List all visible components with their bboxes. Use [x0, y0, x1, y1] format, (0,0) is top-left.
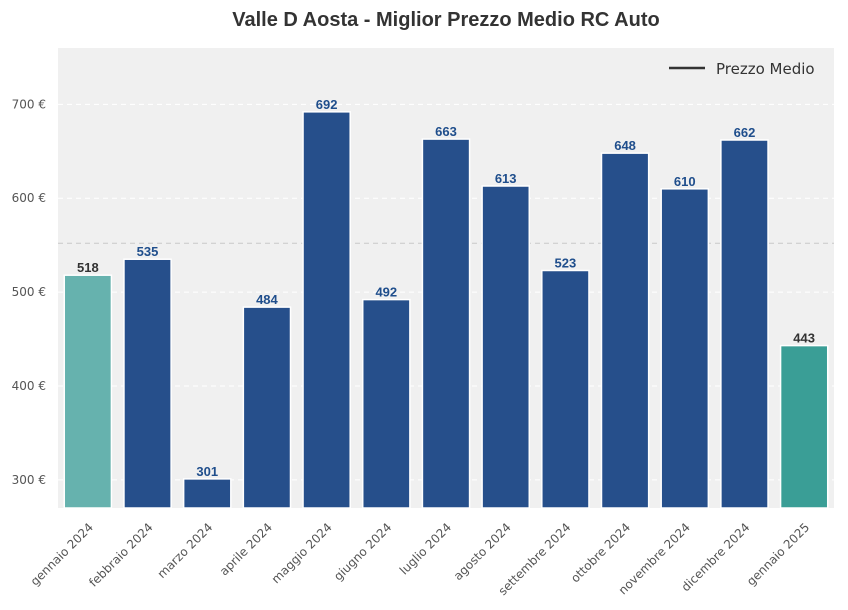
bar	[541, 269, 590, 509]
bar	[123, 258, 172, 509]
bar-value-label: 492	[375, 285, 397, 300]
y-tick-label: 500 €	[12, 285, 46, 299]
x-tick-label: maggio 2024	[269, 520, 335, 586]
y-axis: 300 € 400 € 500 € 600 € 700 €	[12, 97, 46, 487]
bar	[600, 152, 650, 509]
bar	[481, 185, 531, 509]
bar-value-label: 443	[793, 331, 815, 346]
bar-value-label: 663	[435, 124, 457, 139]
legend-label: Prezzo Medio	[716, 60, 815, 78]
bar	[779, 344, 829, 509]
bar-value-label: 484	[256, 292, 278, 307]
x-tick-label: luglio 2024	[397, 520, 454, 577]
bars	[63, 111, 829, 509]
y-tick-label: 700 €	[12, 97, 46, 111]
x-tick-label: aprile 2024	[217, 520, 275, 578]
x-tick-label: febbraio 2024	[86, 520, 155, 589]
y-tick-label: 300 €	[12, 473, 46, 487]
bar	[302, 111, 351, 509]
bar-value-label: 523	[555, 255, 577, 270]
x-tick-label: agosto 2024	[451, 520, 514, 583]
bar-value-label: 535	[137, 244, 159, 259]
bar-value-label: 610	[674, 174, 696, 189]
bar	[63, 274, 113, 509]
bar-value-label: 648	[614, 138, 636, 153]
bar-value-label: 613	[495, 171, 517, 186]
bar	[421, 138, 471, 509]
bar	[182, 478, 232, 509]
x-tick-label: gennaio 2025	[744, 520, 812, 588]
x-tick-label: gennaio 2024	[28, 520, 96, 588]
bar	[361, 298, 411, 509]
bar-value-label: 301	[196, 464, 218, 479]
bar-value-label: 518	[77, 260, 99, 275]
bar-labels: 518 535 301 484 692 492 663 613 523 648 610 662 443	[77, 97, 815, 479]
y-tick-label: 400 €	[12, 379, 46, 393]
bar	[242, 306, 292, 509]
bar	[660, 188, 710, 509]
y-tick-label: 600 €	[12, 191, 46, 205]
x-tick-label: giugno 2024	[331, 520, 394, 583]
x-tick-label: marzo 2024	[155, 520, 216, 581]
x-tick-label: ottobre 2024	[568, 520, 633, 585]
bar-value-label: 662	[734, 125, 756, 140]
legend: Prezzo Medio	[669, 60, 815, 78]
chart-title: Valle D Aosta - Miglior Prezzo Medio RC …	[232, 9, 659, 31]
bar-value-label: 692	[316, 97, 338, 112]
bar	[720, 139, 769, 509]
